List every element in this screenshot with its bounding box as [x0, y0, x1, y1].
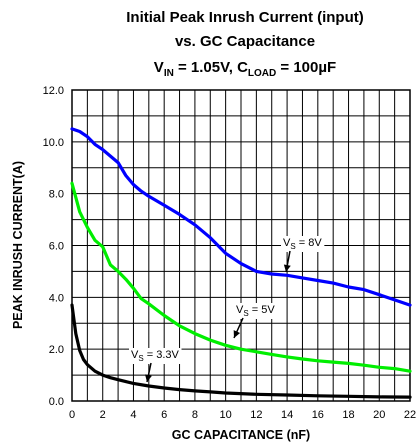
y-tick-label: 8.0 — [49, 189, 64, 201]
tick-labels: 0 2 4 6 8 10 12 14 16 18 20 22 0.0 2.0 4.0 6.0 8.0 10.0 12… — [43, 85, 417, 421]
y-tick-label: 0.0 — [49, 396, 64, 408]
annotation-arrowhead — [145, 374, 152, 382]
x-tick-label: 10 — [220, 409, 232, 421]
y-axis-label: PEAK INRUSH CURRENT(A) — [11, 161, 25, 329]
x-tick-label: 4 — [130, 409, 136, 421]
series-line-vs-8v — [70, 127, 412, 307]
x-tick-label: 14 — [281, 409, 293, 421]
x-axis-label: GC CAPACITANCE (nF) — [172, 428, 310, 442]
series-layer — [70, 127, 412, 399]
x-tick-label: 16 — [312, 409, 324, 421]
svg-text:VS = 5V: VS = 5V — [236, 304, 275, 318]
x-tick-label: 12 — [250, 409, 262, 421]
x-tick-label: 2 — [100, 409, 106, 421]
x-tick-label: 0 — [69, 409, 75, 421]
series-line-vs-3-3v — [70, 303, 412, 399]
annotation-arrowhead — [233, 330, 241, 338]
y-tick-label: 6.0 — [49, 241, 64, 253]
series-annotation-vs-5v: VS = 5V — [233, 303, 278, 339]
svg-text:VS = 8V: VS = 8V — [283, 237, 322, 251]
annotation-arrowhead — [283, 264, 291, 272]
series-annotation-vs-3-3v: VS = 3.3V — [129, 348, 182, 383]
y-tick-label: 2.0 — [49, 344, 64, 356]
y-tick-label: 10.0 — [43, 137, 64, 149]
x-tick-label: 8 — [192, 409, 198, 421]
x-tick-label: 20 — [373, 409, 385, 421]
chart-title-line-1: Initial Peak Inrush Current (input) — [126, 9, 364, 26]
y-tick-label: 12.0 — [43, 85, 64, 97]
series-annotation-vs-8v: VS = 8V — [281, 236, 325, 273]
x-tick-label: 6 — [161, 409, 167, 421]
series-annotations: VS = 8V VS = 5V VS = 3.3V — [129, 236, 325, 383]
y-tick-label: 4.0 — [49, 292, 64, 304]
x-tick-label: 22 — [404, 409, 416, 421]
x-tick-label: 18 — [342, 409, 354, 421]
chart-title-line-2: vs. GC Capacitance — [175, 33, 315, 50]
chart-title-line-3: VIN = 1.05V, CLOAD = 100µF — [154, 59, 336, 79]
series-line-vs-5v — [70, 181, 412, 373]
svg-text:VS = 3.3V: VS = 3.3V — [131, 349, 180, 363]
